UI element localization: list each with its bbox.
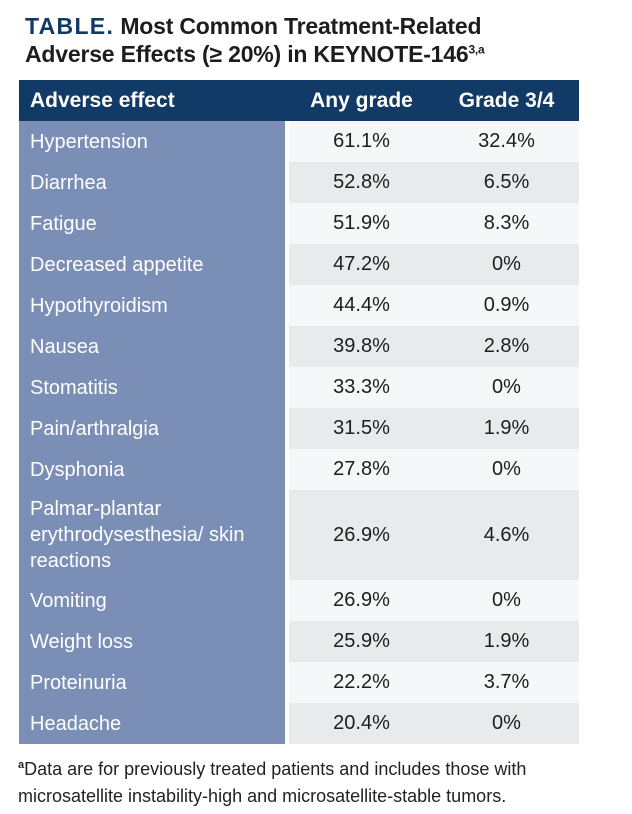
any-grade-cell: 31.5% (333, 417, 390, 440)
adverse-effect-cell: Decreased appetite (19, 244, 285, 286)
value-cells: 31.5% 1.9% (289, 408, 579, 450)
table-body: Hypertension 61.1% 32.4% Diarrhea 52.8% … (19, 121, 579, 745)
column-divider (285, 621, 289, 663)
table-title: TABLE. Most Common Treatment-Related Adv… (25, 12, 530, 68)
any-grade-cell: 52.8% (333, 171, 390, 194)
grade-3-4-cell: 3.7% (483, 671, 530, 694)
column-divider (285, 285, 289, 327)
grade-3-4-cell: 0% (492, 376, 521, 399)
table-row: Decreased appetite 47.2% 0% (19, 244, 579, 286)
table-row: Pain/arthralgia 31.5% 1.9% (19, 408, 579, 450)
adverse-effect-cell: Vomiting (19, 580, 285, 622)
header-adverse-effect: Adverse effect (30, 88, 175, 112)
value-cells: 26.9% 4.6% (289, 490, 579, 581)
grade-3-4-cell: 6.5% (483, 171, 530, 194)
adverse-effect-cell: Fatigue (19, 203, 285, 245)
adverse-effect-cell: Hypertension (19, 121, 285, 163)
column-divider (285, 580, 289, 622)
column-divider (285, 162, 289, 204)
value-cells: 22.2% 3.7% (289, 662, 579, 704)
footnote-text: Data are for previously treated patients… (18, 759, 527, 807)
table-header-row: Adverse effect Any grade Grade 3/4 (19, 80, 579, 122)
adverse-effect-cell: Proteinuria (19, 662, 285, 704)
value-cells: 44.4% 0.9% (289, 285, 579, 327)
grade-3-4-cell: 4.6% (483, 523, 530, 546)
table-title-text: Most Common Treatment-Related Adverse Ef… (25, 13, 482, 68)
value-cells: 52.8% 6.5% (289, 162, 579, 204)
grade-3-4-cell: 0% (492, 458, 521, 481)
grade-3-4-cell: 1.9% (483, 417, 530, 440)
table-row: Weight loss 25.9% 1.9% (19, 621, 579, 663)
any-grade-cell: 61.1% (333, 130, 390, 153)
column-divider (285, 408, 289, 450)
value-cells: 27.8% 0% (289, 449, 579, 491)
value-cells: 25.9% 1.9% (289, 621, 579, 663)
adverse-effects-table: Adverse effect Any grade Grade 3/4 Hyper… (19, 80, 579, 745)
grade-3-4-cell: 0% (492, 253, 521, 276)
footnote: aData are for previously treated patient… (18, 756, 583, 810)
grade-3-4-cell: 8.3% (483, 212, 530, 235)
table-row: Fatigue 51.9% 8.3% (19, 203, 579, 245)
adverse-effect-cell: Headache (19, 703, 285, 745)
adverse-effect-cell: Hypothyroidism (19, 285, 285, 327)
grade-3-4-cell: 0.9% (483, 294, 530, 317)
header-any-grade: Any grade (310, 88, 413, 112)
value-cells: 39.8% 2.8% (289, 326, 579, 368)
grade-3-4-cell: 32.4% (478, 130, 535, 153)
column-divider (285, 244, 289, 286)
any-grade-cell: 26.9% (333, 523, 390, 546)
column-divider (285, 490, 289, 581)
column-divider (285, 662, 289, 704)
column-divider (285, 203, 289, 245)
adverse-effect-cell: Dysphonia (19, 449, 285, 491)
column-divider (285, 449, 289, 491)
table-title-label: TABLE. (25, 13, 115, 39)
column-divider (285, 703, 289, 745)
adverse-effect-cell: Weight loss (19, 621, 285, 663)
grade-3-4-cell: 2.8% (483, 335, 530, 358)
value-cells: 51.9% 8.3% (289, 203, 579, 245)
any-grade-cell: 26.9% (333, 589, 390, 612)
column-divider (285, 326, 289, 368)
adverse-effect-cell: Diarrhea (19, 162, 285, 204)
table-row: Dysphonia 27.8% 0% (19, 449, 579, 491)
any-grade-cell: 51.9% (333, 212, 390, 235)
any-grade-cell: 20.4% (333, 712, 390, 735)
grade-3-4-cell: 1.9% (483, 630, 530, 653)
adverse-effect-cell: Palmar-plantar erythrodysesthesia/ skin … (19, 490, 285, 581)
any-grade-cell: 44.4% (333, 294, 390, 317)
table-row: Headache 20.4% 0% (19, 703, 579, 745)
grade-3-4-cell: 0% (492, 712, 521, 735)
any-grade-cell: 25.9% (333, 630, 390, 653)
grade-3-4-cell: 0% (492, 589, 521, 612)
adverse-effect-cell: Pain/arthralgia (19, 408, 285, 450)
column-divider (285, 121, 289, 163)
footnote-marker: a (18, 759, 25, 772)
any-grade-cell: 39.8% (333, 335, 390, 358)
any-grade-cell: 27.8% (333, 458, 390, 481)
any-grade-cell: 22.2% (333, 671, 390, 694)
adverse-effect-cell: Stomatitis (19, 367, 285, 409)
value-cells: 61.1% 32.4% (289, 121, 579, 163)
value-cells: 20.4% 0% (289, 703, 579, 745)
table-row: Palmar-plantar erythrodysesthesia/ skin … (19, 490, 579, 581)
table-row: Hypothyroidism 44.4% 0.9% (19, 285, 579, 327)
value-cells: 47.2% 0% (289, 244, 579, 286)
table-title-superscript: 3,a (468, 42, 485, 57)
value-cells: 33.3% 0% (289, 367, 579, 409)
any-grade-cell: 33.3% (333, 376, 390, 399)
table-row: Nausea 39.8% 2.8% (19, 326, 579, 368)
table-row: Hypertension 61.1% 32.4% (19, 121, 579, 163)
table-row: Stomatitis 33.3% 0% (19, 367, 579, 409)
table-row: Proteinuria 22.2% 3.7% (19, 662, 579, 704)
header-grade-3-4: Grade 3/4 (458, 88, 555, 112)
table-row: Vomiting 26.9% 0% (19, 580, 579, 622)
adverse-effect-cell: Nausea (19, 326, 285, 368)
any-grade-cell: 47.2% (333, 253, 390, 276)
column-divider (285, 367, 289, 409)
value-cells: 26.9% 0% (289, 580, 579, 622)
table-row: Diarrhea 52.8% 6.5% (19, 162, 579, 204)
